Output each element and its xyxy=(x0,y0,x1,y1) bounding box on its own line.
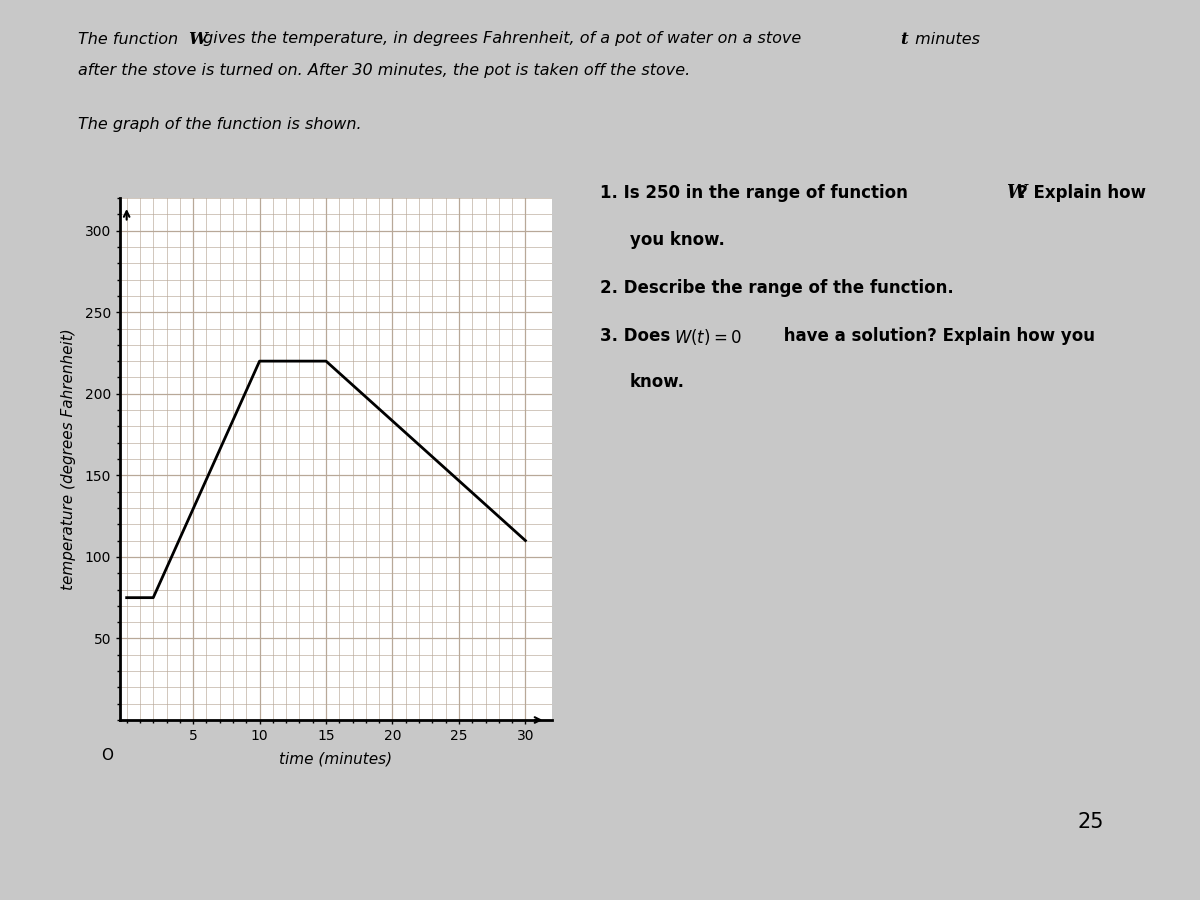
Text: minutes: minutes xyxy=(910,32,979,47)
Text: W: W xyxy=(188,32,208,49)
Text: $W(t)=0$: $W(t)=0$ xyxy=(674,327,742,346)
Text: W: W xyxy=(1006,184,1026,202)
Text: 1. Is 250 in the range of function: 1. Is 250 in the range of function xyxy=(600,184,913,202)
Text: gives the temperature, in degrees Fahrenheit, of a pot of water on a stove: gives the temperature, in degrees Fahren… xyxy=(198,32,806,47)
Text: O: O xyxy=(101,749,113,763)
Text: 25: 25 xyxy=(1078,813,1104,833)
Text: 3. Does: 3. Does xyxy=(600,327,676,345)
Text: after the stove is turned on. After 30 minutes, the pot is taken off the stove.: after the stove is turned on. After 30 m… xyxy=(78,63,690,78)
Y-axis label: temperature (degrees Fahrenheit): temperature (degrees Fahrenheit) xyxy=(61,328,77,590)
Text: The graph of the function is shown.: The graph of the function is shown. xyxy=(78,117,361,132)
Text: you know.: you know. xyxy=(630,231,725,249)
Text: have a solution? Explain how you: have a solution? Explain how you xyxy=(778,327,1094,345)
Text: ? Explain how: ? Explain how xyxy=(1018,184,1146,202)
Text: The function: The function xyxy=(78,32,184,47)
X-axis label: time (minutes): time (minutes) xyxy=(280,752,392,767)
Text: t: t xyxy=(900,32,907,49)
Text: know.: know. xyxy=(630,374,685,392)
Text: 2. Describe the range of the function.: 2. Describe the range of the function. xyxy=(600,279,954,297)
